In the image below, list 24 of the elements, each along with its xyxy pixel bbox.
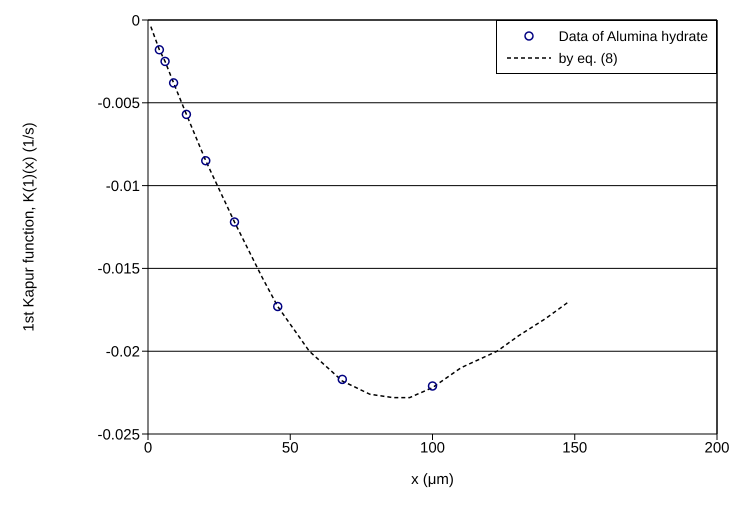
point [201, 156, 211, 166]
point [154, 45, 164, 55]
y-tick-label: 0 [132, 12, 140, 30]
point [168, 78, 178, 88]
x-axis-title: x (μm) [411, 471, 454, 488]
y-tick-label: -0.005 [97, 95, 140, 112]
point [338, 374, 348, 384]
y-axis-title: 1st Kapur function, K(1)(x) (1/s) [20, 122, 38, 332]
y-tick-label: -0.01 [106, 178, 140, 195]
x-tick-label: 50 [282, 440, 299, 457]
point [160, 56, 170, 66]
legend-label: Data of Alumina hydrate [558, 28, 708, 44]
y-tick-label: -0.015 [97, 260, 140, 278]
x-tick-label: 150 [562, 440, 588, 457]
legend-label: by eq. (8) [558, 50, 618, 66]
point [230, 217, 240, 227]
x-tick-label: 0 [144, 440, 152, 457]
x-tick-label: 100 [420, 440, 446, 457]
point [272, 302, 282, 312]
point [428, 381, 438, 391]
point [182, 110, 192, 120]
y-tick-label: -0.025 [97, 426, 140, 444]
y-tick-label: -0.02 [106, 344, 140, 361]
x-tick-label: 200 [704, 440, 730, 457]
